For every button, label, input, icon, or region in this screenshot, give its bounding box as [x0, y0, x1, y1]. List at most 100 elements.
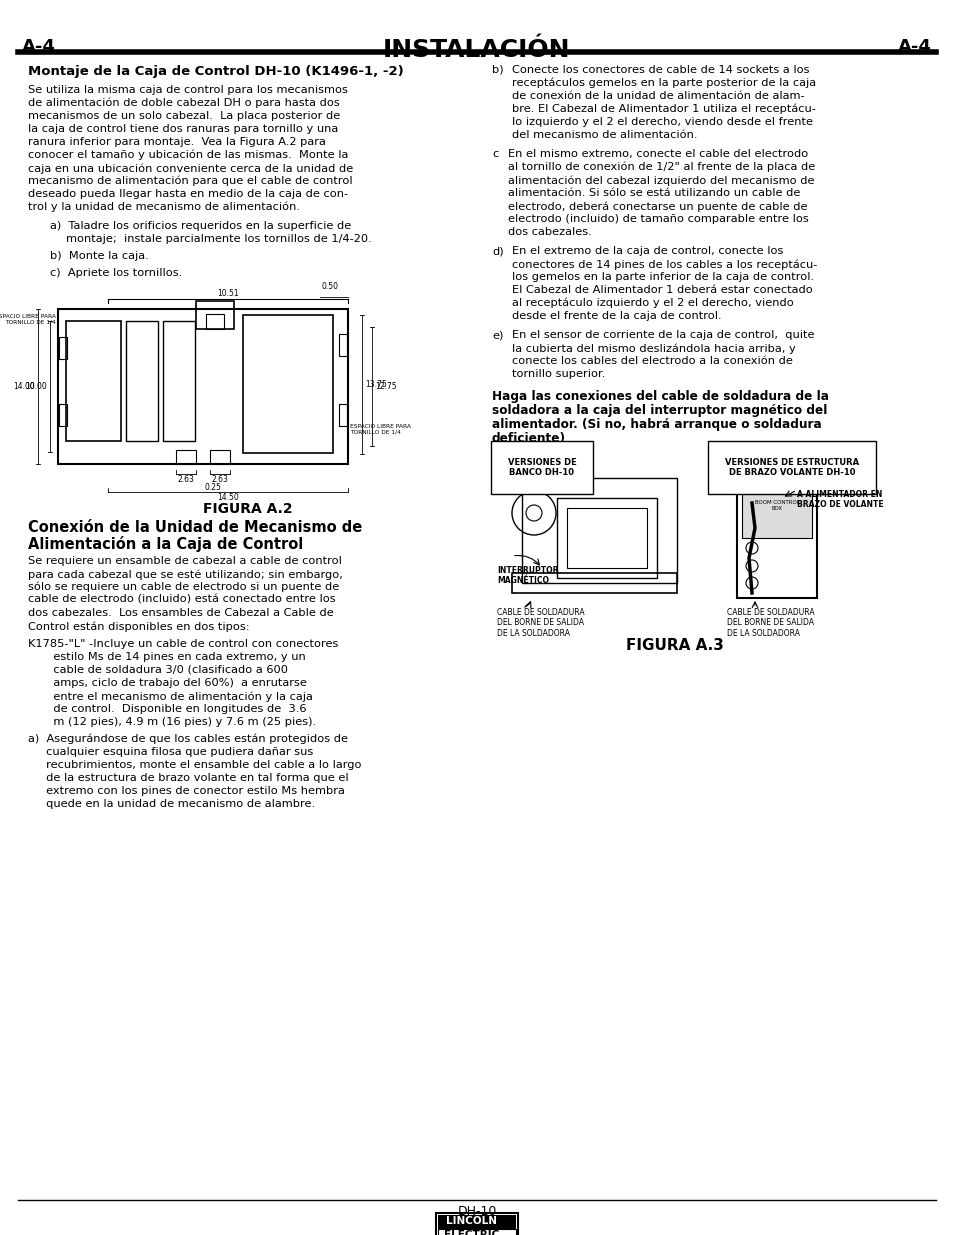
- Text: d): d): [492, 246, 503, 256]
- Text: CABLE DE SOLDADURA
DEL BORNE DE SALIDA
DE LA SOLDADORA: CABLE DE SOLDADURA DEL BORNE DE SALIDA D…: [497, 608, 584, 637]
- Text: DH-10: DH-10: [456, 1205, 497, 1218]
- Text: la cubierta del mismo deslizándola hacia arriba, y: la cubierta del mismo deslizándola hacia…: [512, 343, 795, 353]
- Bar: [437, 1229, 516, 1235]
- Text: conecte los cables del electrodo a la conexión de: conecte los cables del electrodo a la co…: [512, 356, 792, 366]
- Text: para cada cabezal que se esté utilizando; sin embargo,: para cada cabezal que se esté utilizando…: [28, 569, 342, 579]
- Text: INSTALACIÓN: INSTALACIÓN: [383, 38, 570, 62]
- Text: deseado pueda llegar hasta en medio de la caja de con-: deseado pueda llegar hasta en medio de l…: [28, 189, 348, 199]
- Text: ®: ®: [505, 1216, 513, 1225]
- Text: deficiente): deficiente): [492, 432, 565, 445]
- Bar: [126, 321, 158, 441]
- Text: A-4: A-4: [22, 38, 56, 56]
- Text: b): b): [492, 65, 503, 75]
- Text: BOOM CONTROL
BOX: BOOM CONTROL BOX: [754, 500, 799, 511]
- Text: 10.00: 10.00: [25, 382, 47, 391]
- Text: mecanismos de un solo cabezal.  La placa posterior de: mecanismos de un solo cabezal. La placa …: [28, 111, 340, 121]
- Text: recubrimientos, monte el ensamble del cable a lo largo: recubrimientos, monte el ensamble del ca…: [28, 760, 361, 769]
- Text: VERSIONES DE ESTRUCTURA
DE BRAZO VOLANTE DH-10: VERSIONES DE ESTRUCTURA DE BRAZO VOLANTE…: [724, 458, 858, 478]
- Text: INTERRUPTOR
MAGNÉTICO: INTERRUPTOR MAGNÉTICO: [497, 566, 558, 585]
- Text: K1785-"L" -Incluye un cable de control con conectores: K1785-"L" -Incluye un cable de control c…: [28, 638, 338, 650]
- Text: En el mismo extremo, conecte el cable del electrodo: En el mismo extremo, conecte el cable de…: [507, 149, 807, 159]
- Text: c)  Apriete los tornillos.: c) Apriete los tornillos.: [50, 268, 182, 278]
- Text: CABLE DE SOLDADURA
DEL BORNE DE SALIDA
DE LA SOLDADORA: CABLE DE SOLDADURA DEL BORNE DE SALIDA D…: [726, 608, 814, 637]
- Bar: [436, 1213, 517, 1235]
- Text: estilo Ms de 14 pines en cada extremo, y un: estilo Ms de 14 pines en cada extremo, y…: [28, 652, 305, 662]
- Text: A ALIMENTADOR EN
BRAZO DE VOLANTE: A ALIMENTADOR EN BRAZO DE VOLANTE: [796, 490, 882, 509]
- Text: Se utiliza la misma caja de control para los mecanismos: Se utiliza la misma caja de control para…: [28, 85, 348, 95]
- Text: m (12 pies), 4.9 m (16 pies) y 7.6 m (25 pies).: m (12 pies), 4.9 m (16 pies) y 7.6 m (25…: [28, 718, 315, 727]
- Text: 0.50: 0.50: [321, 282, 338, 291]
- Text: dos cabezales.  Los ensambles de Cabezal a Cable de: dos cabezales. Los ensambles de Cabezal …: [28, 608, 334, 618]
- Text: 14.50: 14.50: [217, 493, 238, 501]
- Bar: [163, 321, 194, 441]
- Text: de control.  Disponible en longitudes de  3.6: de control. Disponible en longitudes de …: [28, 704, 306, 714]
- Text: al tornillo de conexión de 1/2" al frente de la placa de: al tornillo de conexión de 1/2" al frent…: [507, 162, 815, 173]
- Bar: [512, 573, 677, 593]
- Text: conectores de 14 pines de los cables a los receptácu-: conectores de 14 pines de los cables a l…: [512, 259, 817, 269]
- Text: los gemelos en la parte inferior de la caja de control.: los gemelos en la parte inferior de la c…: [512, 272, 813, 282]
- Text: ESPACIO LIBRE PARA
TORNILLO DE 1/4: ESPACIO LIBRE PARA TORNILLO DE 1/4: [0, 314, 56, 325]
- Text: 12.75: 12.75: [375, 382, 396, 391]
- Text: a)  Taladre los orificios requeridos en la superficie de: a) Taladre los orificios requeridos en l…: [50, 221, 351, 231]
- Bar: [66, 321, 121, 441]
- Text: alimentador. (Si no, habrá arranque o soldadura: alimentador. (Si no, habrá arranque o so…: [492, 417, 821, 431]
- Text: mecanismo de alimentación para que el cable de control: mecanismo de alimentación para que el ca…: [28, 177, 353, 186]
- Text: soldadora a la caja del interruptor magnético del: soldadora a la caja del interruptor magn…: [492, 404, 826, 417]
- Bar: [59, 404, 67, 426]
- Text: LINCOLN: LINCOLN: [446, 1216, 497, 1226]
- Bar: [338, 404, 347, 426]
- Text: Control están disponibles en dos tipos:: Control están disponibles en dos tipos:: [28, 621, 250, 631]
- Bar: [437, 1215, 516, 1229]
- Text: de alimentación de doble cabezal DH o para hasta dos: de alimentación de doble cabezal DH o pa…: [28, 98, 339, 109]
- Text: alimentación. Si sólo se está utilizando un cable de: alimentación. Si sólo se está utilizando…: [507, 188, 800, 198]
- Text: ranura inferior para montaje.  Vea la Figura A.2 para: ranura inferior para montaje. Vea la Fig…: [28, 137, 326, 147]
- Text: Alimentación a la Caja de Control: Alimentación a la Caja de Control: [28, 536, 303, 552]
- Text: extremo con los pines de conector estilo Ms hembra: extremo con los pines de conector estilo…: [28, 785, 345, 797]
- Text: En el sensor de corriente de la caja de control,  quite: En el sensor de corriente de la caja de …: [512, 330, 814, 340]
- Text: Se requiere un ensamble de cabezal a cable de control: Se requiere un ensamble de cabezal a cab…: [28, 556, 341, 566]
- Text: cable de electrodo (incluido) está conectado entre los: cable de electrodo (incluido) está conec…: [28, 595, 335, 605]
- Bar: [243, 315, 333, 453]
- Text: Montaje de la Caja de Control DH-10 (K1496-1, -2): Montaje de la Caja de Control DH-10 (K14…: [28, 65, 403, 78]
- Text: 0.25: 0.25: [204, 483, 221, 492]
- Text: 2.63: 2.63: [177, 475, 194, 484]
- Text: lo izquierdo y el 2 el derecho, viendo desde el frente: lo izquierdo y el 2 el derecho, viendo d…: [512, 117, 812, 127]
- Text: a)  Asegurándose de que los cables están protegidos de: a) Asegurándose de que los cables están …: [28, 734, 348, 745]
- Text: cualquier esquina filosa que pudiera dañar sus: cualquier esquina filosa que pudiera dañ…: [28, 747, 313, 757]
- Text: conocer el tamaño y ubicación de las mismas.  Monte la: conocer el tamaño y ubicación de las mis…: [28, 149, 348, 161]
- Text: electrodo, deberá conectarse un puente de cable de: electrodo, deberá conectarse un puente d…: [507, 201, 806, 211]
- Text: alimentación del cabezal izquierdo del mecanismo de: alimentación del cabezal izquierdo del m…: [507, 175, 814, 185]
- Text: sólo se requiere un cable de electrodo si un puente de: sólo se requiere un cable de electrodo s…: [28, 582, 339, 593]
- Bar: [59, 337, 67, 359]
- Text: tornillo superior.: tornillo superior.: [512, 369, 605, 379]
- Bar: [195, 301, 233, 329]
- Bar: [58, 309, 348, 464]
- Bar: [338, 333, 347, 356]
- Text: El Cabezal de Alimentador 1 deberá estar conectado: El Cabezal de Alimentador 1 deberá estar…: [512, 285, 812, 295]
- Text: 10.51: 10.51: [217, 289, 238, 298]
- Text: la caja de control tiene dos ranuras para tornillo y una: la caja de control tiene dos ranuras par…: [28, 124, 338, 135]
- Text: caja en una ubicación conveniente cerca de la unidad de: caja en una ubicación conveniente cerca …: [28, 163, 353, 173]
- Bar: [175, 450, 195, 464]
- Text: al receptáculo izquierdo y el 2 el derecho, viendo: al receptáculo izquierdo y el 2 el derec…: [512, 298, 793, 309]
- Text: amps, ciclo de trabajo del 60%)  a enrutarse: amps, ciclo de trabajo del 60%) a enruta…: [28, 678, 307, 688]
- Text: de conexión de la unidad de alimentación de alam-: de conexión de la unidad de alimentación…: [512, 91, 803, 101]
- Text: b)  Monte la caja.: b) Monte la caja.: [50, 251, 149, 261]
- Text: 13.75: 13.75: [365, 380, 386, 389]
- Text: 2.63: 2.63: [212, 475, 228, 484]
- Text: A-4: A-4: [897, 38, 931, 56]
- Text: Conexión de la Unidad de Mecanismo de: Conexión de la Unidad de Mecanismo de: [28, 520, 362, 535]
- Bar: [210, 450, 230, 464]
- Bar: [737, 488, 816, 598]
- Bar: [741, 493, 811, 538]
- Text: En el extremo de la caja de control, conecte los: En el extremo de la caja de control, con…: [512, 246, 782, 256]
- Bar: [521, 478, 677, 583]
- Text: del mecanismo de alimentación.: del mecanismo de alimentación.: [512, 130, 697, 140]
- Bar: [566, 508, 646, 568]
- Text: entre el mecanismo de alimentación y la caja: entre el mecanismo de alimentación y la …: [28, 692, 313, 701]
- Text: Conecte los conectores de cable de 14 sockets a los: Conecte los conectores de cable de 14 so…: [512, 65, 809, 75]
- Text: receptáculos gemelos en la parte posterior de la caja: receptáculos gemelos en la parte posteri…: [512, 78, 815, 89]
- Text: trol y la unidad de mecanismo de alimentación.: trol y la unidad de mecanismo de aliment…: [28, 203, 299, 212]
- Text: montaje;  instale parcialmente los tornillos de 1/4-20.: montaje; instale parcialmente los tornil…: [66, 233, 372, 245]
- Text: de la estructura de brazo volante en tal forma que el: de la estructura de brazo volante en tal…: [28, 773, 348, 783]
